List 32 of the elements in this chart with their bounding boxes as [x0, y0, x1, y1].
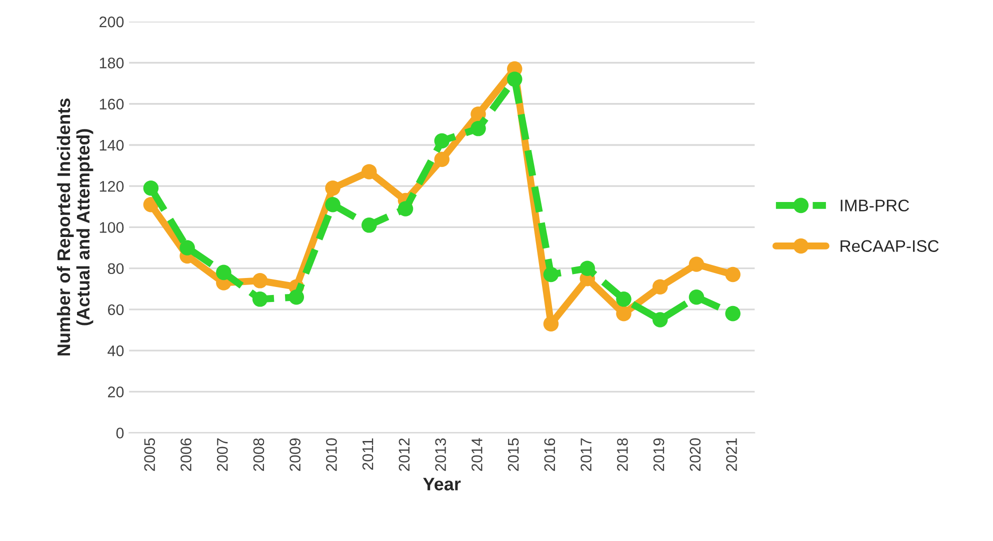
- x-tick-label: 2012: [398, 438, 410, 471]
- x-tick-label: 2015: [508, 438, 519, 471]
- x-axis-title: Year: [423, 478, 461, 490]
- x-tick-label: 2006: [180, 438, 192, 471]
- x-tick-label: 2019: [653, 438, 664, 471]
- x-tick-label: 2010: [326, 438, 337, 471]
- y-tick-label: 180: [100, 58, 124, 68]
- y-tick-label: 200: [100, 16, 124, 28]
- legend-label: IMB-PRC: [840, 200, 910, 212]
- y-tick-label: 100: [100, 222, 124, 233]
- x-tick-label: 2011: [362, 438, 374, 470]
- x-tick-label: 2013: [435, 438, 446, 471]
- x-tick-label: 2018: [617, 438, 628, 471]
- y-tick-label: 120: [100, 180, 124, 192]
- y-tick-label: 0: [116, 428, 124, 438]
- x-tick-label: 2014: [472, 438, 482, 471]
- x-tick-label: 2007: [216, 438, 228, 471]
- legend-label: ReCAAP-ISC: [840, 240, 939, 252]
- x-tick-label: 2017: [580, 438, 592, 471]
- y-tick-label: 60: [108, 304, 124, 316]
- x-tick-label: 2020: [690, 438, 701, 471]
- y-tick-label: 160: [100, 98, 124, 110]
- x-tick-label: 2016: [544, 438, 556, 471]
- x-tick-label: 2005: [144, 438, 156, 471]
- x-tick-label: 2009: [290, 438, 300, 471]
- y-tick-label: 140: [100, 140, 124, 151]
- y-tick-label: 80: [108, 263, 124, 274]
- x-tick-label: 2021: [726, 438, 737, 471]
- x-tick-label: 2008: [253, 438, 264, 471]
- y-axis-title: Number of Reported Incidents (Actual and Attempted): [56, 98, 94, 356]
- y-tick-label: 40: [108, 345, 124, 356]
- y-tick-label: 20: [108, 386, 124, 398]
